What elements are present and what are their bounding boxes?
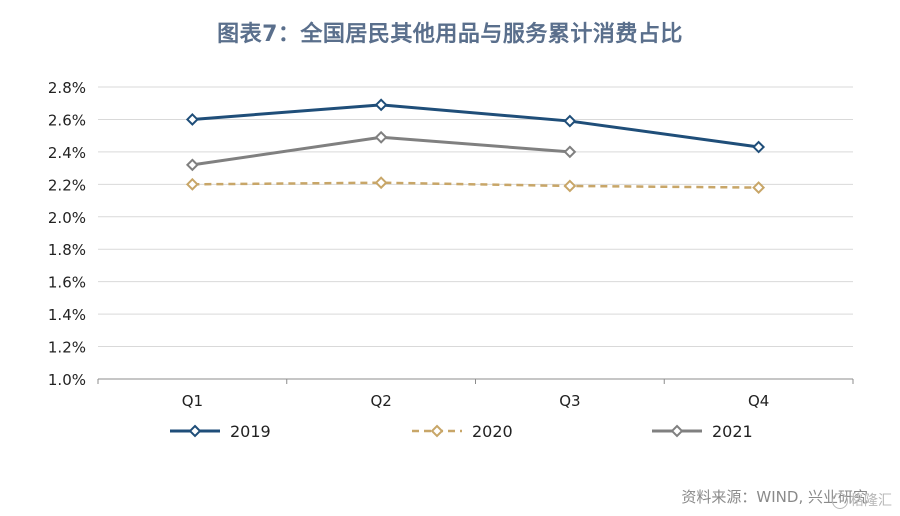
y-tick-label: 2.6% (48, 111, 86, 129)
watermark: 格隆汇 (832, 490, 892, 510)
data-point-2020 (563, 179, 577, 193)
series-2021 (185, 130, 577, 172)
legend-marker (430, 424, 444, 438)
data-point-2021 (563, 145, 577, 159)
x-tick-label: Q4 (748, 392, 769, 410)
legend-marker (670, 424, 684, 438)
y-tick-label: 2.4% (48, 144, 86, 162)
chart-title: 图表7：全国居民其他用品与服务累计消费占比 (217, 22, 683, 47)
axes: 1.0% 1.2% 1.4% 1.6% 1.8% 2.0% 2.2% 2.4% 2.6% 2.8%… (48, 79, 854, 410)
y-tick-label: 1.4% (48, 306, 86, 324)
series-2019 (185, 98, 766, 154)
legend-item-2020: 2020 (412, 422, 513, 441)
y-tick-label: 2.2% (48, 176, 86, 194)
data-point-2019 (185, 113, 199, 126)
y-tick-label: 1.8% (48, 241, 86, 259)
y-tick-label: 1.0% (48, 371, 86, 389)
data-point-2019 (563, 114, 577, 128)
y-tick-label: 2.0% (48, 209, 86, 227)
watermark-text: 格隆汇 (850, 493, 892, 509)
data-point-2021 (374, 130, 388, 144)
x-tick-label: Q3 (559, 392, 580, 410)
source-note: 资料来源：WIND, 兴业研究 (681, 488, 868, 506)
legend-item-2019: 2019 (170, 422, 271, 441)
y-tick-label: 2.8% (48, 79, 86, 97)
data-point-2020 (374, 176, 388, 190)
y-tick-label: 1.2% (48, 339, 86, 357)
data-point-2021 (185, 158, 199, 172)
series-line-2020 (192, 181, 759, 189)
series-2020 (185, 176, 766, 194)
legend-label: 2019 (230, 422, 271, 441)
legend: 2019 2020 2021 (170, 422, 753, 441)
circle-logo-icon (832, 493, 848, 509)
series-line-2019 (192, 103, 759, 149)
legend-item-2021: 2021 (652, 422, 753, 441)
data-point-2020 (185, 177, 199, 191)
x-tick-label: Q2 (370, 392, 391, 410)
series (185, 98, 766, 194)
data-point-2019 (752, 140, 766, 154)
legend-label: 2021 (712, 422, 753, 441)
legend-label: 2020 (472, 422, 513, 441)
data-point-2019 (374, 98, 388, 112)
gridlines (98, 86, 853, 380)
data-point-2020 (752, 181, 766, 194)
legend-marker (188, 424, 202, 438)
x-tick-label: Q1 (182, 392, 203, 410)
y-tick-label: 1.6% (48, 274, 86, 292)
